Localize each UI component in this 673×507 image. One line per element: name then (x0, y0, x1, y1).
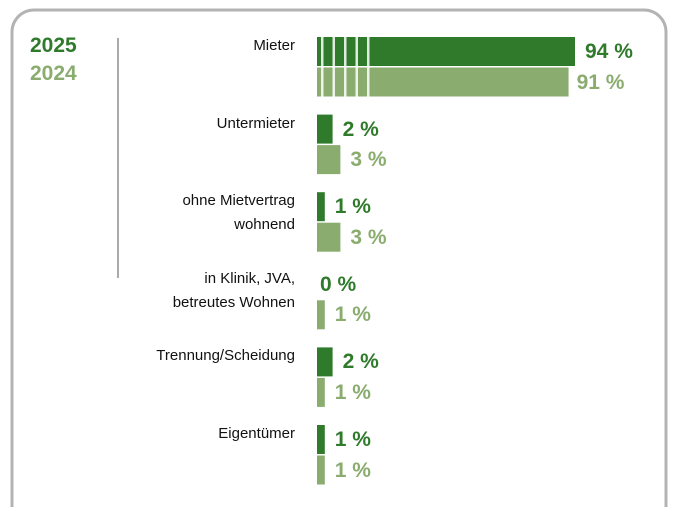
axis-break-stripe (344, 67, 347, 97)
value-label: 2 % (342, 350, 379, 374)
bar (317, 114, 333, 144)
category-label: Trennung/Scheidung (156, 347, 295, 365)
value-label: 3 % (350, 148, 387, 172)
value-label: 3 % (350, 225, 387, 249)
bar (317, 222, 341, 252)
bar (317, 455, 325, 485)
axis-break-stripe (367, 37, 370, 66)
value-label: 94 % (585, 40, 633, 63)
bar (317, 377, 325, 407)
value-label: 1 % (334, 195, 371, 219)
bar (317, 347, 333, 377)
value-label: 1 % (334, 380, 371, 404)
axis-break-stripe (321, 67, 324, 97)
axis-break-stripe (332, 67, 335, 97)
bar (317, 37, 575, 66)
axis-break-stripe (332, 37, 335, 66)
value-label: 1 % (334, 458, 371, 482)
bar (317, 425, 325, 454)
category-label: Untermieter (216, 114, 295, 132)
value-label: 2 % (342, 117, 379, 141)
category-label: Eigentümer (218, 425, 295, 442)
legend-label: 2025 (30, 34, 77, 57)
axis-break-stripe (355, 67, 358, 97)
frame (10, 8, 668, 507)
axis-break-stripe (321, 37, 324, 66)
legend-label: 2024 (30, 62, 77, 85)
value-label: 91 % (576, 70, 625, 94)
value-label: 0 % (320, 272, 357, 296)
category-label: Mieter (253, 37, 295, 54)
axis-break-stripe (355, 37, 358, 66)
value-label: 1 % (334, 303, 371, 327)
axis-break-stripe (367, 67, 370, 97)
bar (317, 67, 569, 97)
category-label: ohne Mietvertrag wohnend (182, 192, 295, 234)
category-label: in Klinik, JVA, betreutes Wohnen (172, 269, 295, 311)
value-label: 1 % (334, 428, 371, 451)
bar (317, 300, 325, 330)
bar (317, 192, 325, 222)
axis-break-stripe (344, 37, 347, 66)
bar (317, 145, 341, 175)
